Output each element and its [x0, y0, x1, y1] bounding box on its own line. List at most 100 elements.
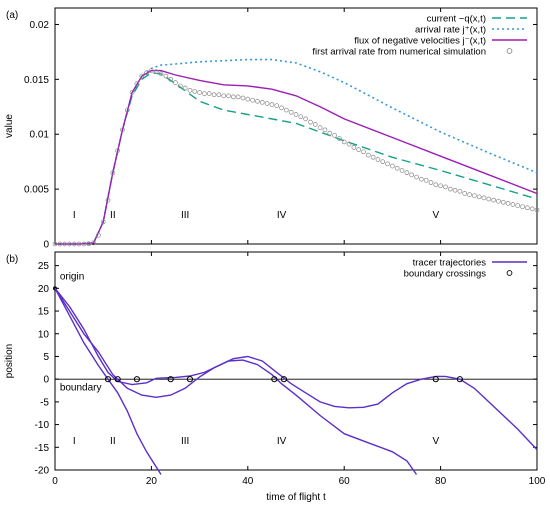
- data-point: [312, 122, 318, 127]
- data-point: [86, 241, 92, 247]
- region-label: II: [110, 436, 116, 447]
- data-point: [380, 159, 386, 165]
- x-tick-label: 100: [529, 476, 546, 487]
- data-point: [433, 182, 439, 188]
- y-tick-label: 0.015: [24, 75, 49, 86]
- data-point: [100, 219, 106, 225]
- y-axis-label: position: [4, 344, 15, 378]
- data-point: [510, 202, 516, 207]
- data-point: [149, 68, 154, 73]
- legend-swatch: [506, 48, 513, 54]
- data-point: [423, 177, 429, 183]
- series-line: [55, 69, 538, 245]
- y-tick-label: 0: [43, 240, 49, 251]
- y-tick-label: 10: [38, 329, 50, 340]
- data-point: [409, 172, 415, 178]
- series-line: [55, 72, 538, 245]
- data-point: [71, 241, 77, 247]
- y-tick-label: -10: [35, 420, 50, 431]
- data-point: [245, 96, 251, 102]
- data-point: [81, 241, 87, 247]
- data-point: [298, 114, 304, 120]
- data-point: [134, 81, 140, 87]
- data-point: [280, 376, 288, 383]
- y-tick-label: -15: [35, 443, 50, 454]
- data-point: [274, 103, 280, 109]
- data-point: [62, 241, 67, 247]
- data-point: [308, 119, 313, 125]
- data-point: [390, 163, 395, 169]
- region-label: V: [432, 436, 439, 447]
- x-tick-label: 20: [146, 476, 158, 487]
- data-point: [284, 107, 289, 113]
- y-tick-label: -20: [35, 466, 50, 477]
- data-point: [414, 174, 419, 180]
- y-tick-label: 0.02: [30, 20, 50, 31]
- data-point: [341, 139, 347, 145]
- data-point: [481, 195, 487, 201]
- data-point: [317, 125, 323, 130]
- x-tick-label: 60: [339, 476, 351, 487]
- data-point: [144, 70, 149, 76]
- data-point: [269, 102, 275, 107]
- data-point: [534, 207, 540, 213]
- data-point: [110, 170, 116, 176]
- data-point: [250, 97, 255, 103]
- data-point: [187, 87, 193, 93]
- data-point: [447, 186, 453, 192]
- data-point: [158, 71, 164, 77]
- panel-label: (a): [6, 10, 18, 21]
- y-tick-label: 0.005: [24, 185, 49, 196]
- data-point: [182, 85, 188, 91]
- data-point: [418, 176, 424, 182]
- y-axis-label: value: [4, 114, 15, 138]
- data-point: [293, 112, 299, 117]
- plot-frame-0: [54, 7, 538, 245]
- x-tick-label: 0: [52, 476, 58, 487]
- data-point: [104, 376, 112, 383]
- data-point: [505, 201, 511, 206]
- data-point: [91, 240, 96, 246]
- data-point: [457, 188, 463, 194]
- data-point: [186, 376, 194, 383]
- data-point: [259, 100, 265, 105]
- data-point: [129, 90, 135, 95]
- x-axis-label: time of flight t: [266, 492, 326, 503]
- data-point: [120, 127, 125, 133]
- legend-swatch: [506, 270, 513, 276]
- data-point: [255, 98, 260, 104]
- data-point: [67, 241, 72, 247]
- data-point: [525, 205, 530, 211]
- region-label: II: [110, 210, 116, 221]
- data-point: [476, 194, 482, 200]
- data-point: [370, 154, 376, 160]
- y-tick-label: -5: [40, 397, 49, 408]
- data-point: [192, 89, 198, 94]
- data-point: [491, 197, 496, 203]
- region-label: IV: [277, 210, 287, 221]
- region-label: IV: [277, 436, 287, 447]
- data-point: [133, 376, 141, 383]
- data-point: [356, 147, 362, 152]
- y-tick-label: 0: [43, 375, 49, 386]
- trajectory-line: [54, 287, 162, 475]
- data-point: [52, 241, 58, 247]
- data-point: [432, 376, 439, 383]
- data-point: [115, 148, 121, 154]
- data-point: [438, 183, 443, 189]
- y-tick-label: 0.01: [30, 130, 50, 141]
- data-point: [216, 92, 222, 98]
- data-point: [332, 132, 337, 138]
- data-point: [235, 94, 241, 100]
- data-point: [462, 191, 468, 196]
- data-point: [500, 199, 506, 205]
- data-point: [443, 184, 448, 190]
- data-point: [226, 93, 231, 99]
- data-point: [271, 376, 278, 383]
- data-point: [153, 69, 159, 75]
- data-point: [57, 241, 63, 247]
- legend-label: tracer trajectories: [413, 258, 487, 269]
- region-label: I: [73, 210, 76, 221]
- x-tick-label: 40: [242, 476, 254, 487]
- data-point: [327, 130, 333, 136]
